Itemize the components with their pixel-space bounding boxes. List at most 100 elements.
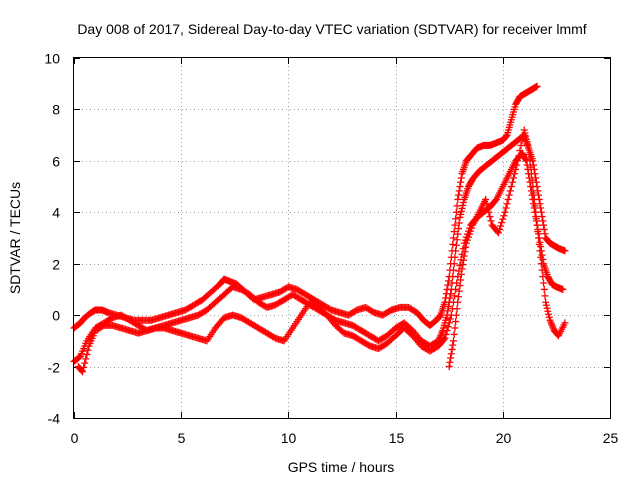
x-tick-labels: 0 5 10 15 20 25 — [71, 430, 619, 446]
x-axis-label: GPS time / hours — [288, 459, 395, 475]
series-track-4 — [445, 126, 569, 371]
data-point — [497, 222, 505, 230]
data-point — [463, 236, 471, 244]
data-point — [457, 174, 465, 182]
data-point — [444, 281, 452, 289]
data-point — [458, 265, 466, 273]
data-point — [454, 293, 462, 301]
data-point — [502, 132, 510, 140]
data-point — [457, 276, 465, 284]
x-tick-label: 25 — [603, 430, 619, 446]
data-point — [496, 225, 504, 233]
data-point — [523, 161, 531, 169]
data-point — [453, 305, 461, 313]
y-tick-label: 2 — [52, 257, 60, 273]
data-point — [449, 337, 457, 345]
data-point — [444, 303, 452, 311]
series-track-1 — [70, 82, 541, 332]
data-point — [506, 187, 514, 195]
data-point — [452, 241, 460, 249]
data-point — [513, 161, 521, 169]
axis-ticks — [74, 58, 611, 419]
data-point — [452, 215, 460, 223]
data-point — [511, 170, 519, 178]
data-point — [504, 195, 512, 203]
data-point — [532, 208, 540, 216]
data-point — [561, 247, 569, 255]
data-point — [447, 354, 455, 362]
data-point — [559, 285, 567, 293]
data-point — [79, 368, 87, 376]
data-point — [457, 178, 465, 186]
data-point — [530, 189, 538, 197]
data-point — [456, 183, 464, 191]
chart-title: Day 008 of 2017, Sidereal Day-to-day VTE… — [77, 21, 586, 37]
data-point — [532, 174, 540, 182]
data-point — [452, 318, 460, 326]
data-point — [445, 363, 453, 371]
data-point — [450, 260, 458, 268]
data-point — [522, 156, 530, 164]
data-point — [459, 201, 467, 209]
data-point — [441, 334, 449, 342]
data-point — [461, 248, 469, 256]
data-point — [520, 126, 528, 134]
data-point — [446, 315, 454, 323]
data-point — [512, 165, 520, 173]
data-point — [515, 152, 523, 160]
data-point — [533, 221, 541, 229]
data-point — [462, 239, 470, 247]
data-point — [521, 129, 529, 137]
data-point — [451, 221, 459, 229]
data-point — [84, 346, 92, 354]
data-point — [500, 212, 508, 220]
data-point — [540, 285, 548, 293]
data-point — [486, 213, 494, 221]
data-point — [450, 228, 458, 236]
y-tick-labels: -4 -2 0 2 4 6 8 10 — [44, 51, 60, 427]
data-point — [530, 165, 538, 173]
data-point — [451, 253, 459, 261]
data-point — [537, 204, 545, 212]
data-point — [532, 178, 540, 186]
data-point — [526, 157, 534, 165]
data-point — [523, 138, 531, 146]
data-point — [524, 141, 532, 149]
data-point — [536, 247, 544, 255]
data-point — [503, 200, 511, 208]
data-point — [561, 319, 569, 327]
data-point — [452, 208, 460, 216]
data-point — [80, 363, 88, 371]
data-point — [537, 260, 545, 268]
data-point — [440, 336, 448, 344]
data-point — [535, 234, 543, 242]
x-tick-label: 5 — [178, 430, 186, 446]
data-point — [449, 266, 457, 274]
data-point — [522, 135, 530, 143]
data-point — [502, 204, 510, 212]
data-point — [536, 200, 544, 208]
y-tick-label: 4 — [52, 205, 60, 221]
data-point — [454, 298, 462, 306]
data-point — [457, 210, 465, 218]
data-point — [444, 277, 452, 285]
data-point — [534, 187, 542, 195]
data-point — [518, 136, 526, 144]
data-point — [458, 204, 466, 212]
x-tick-label: 0 — [71, 430, 79, 446]
data-point — [454, 195, 462, 203]
data-point — [462, 243, 470, 251]
data-point — [525, 144, 533, 152]
data-point — [451, 292, 459, 300]
plot-frame — [73, 57, 611, 419]
data-point — [539, 217, 547, 225]
y-tick-label: -4 — [48, 411, 61, 427]
data-point — [444, 307, 452, 315]
grid-lines — [74, 58, 610, 418]
data-point — [530, 195, 538, 203]
data-point — [442, 330, 450, 338]
data-point — [484, 204, 492, 212]
data-point — [459, 261, 467, 269]
data-point — [498, 219, 506, 227]
data-point — [464, 233, 472, 241]
